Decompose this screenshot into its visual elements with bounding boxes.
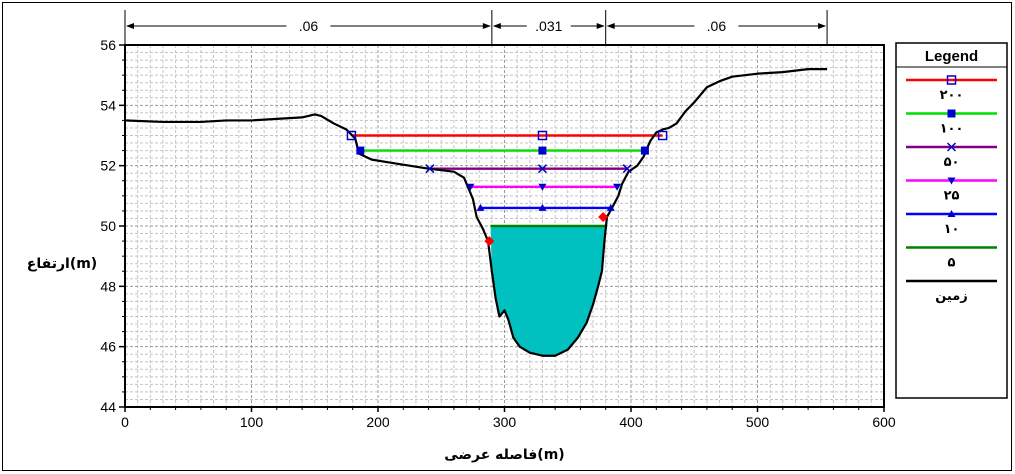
manning-label: .031	[535, 18, 562, 34]
level-marker	[640, 146, 649, 155]
level-marker	[622, 164, 632, 174]
x-tick-label: 200	[366, 414, 390, 430]
water-fill	[490, 226, 607, 356]
level-marker	[537, 130, 548, 141]
x-tick-label: 500	[746, 414, 770, 430]
legend-label: زمین	[935, 289, 968, 304]
x-tick-label: 100	[240, 414, 264, 430]
manning-arrow-head	[492, 23, 501, 29]
manning-arrow-head	[126, 23, 134, 29]
x-tick-label: 300	[493, 414, 517, 430]
legend-marker	[947, 177, 956, 185]
x-tick-label: 600	[872, 414, 896, 430]
level-markers	[346, 130, 668, 247]
manning-label: .06	[299, 18, 319, 34]
water-area	[490, 226, 607, 356]
y-tick-label: 48	[100, 278, 116, 294]
level-marker	[425, 164, 435, 174]
level-marker	[657, 130, 668, 141]
legend-title: Legend	[925, 48, 978, 65]
legend-label: ۲۰۰	[940, 88, 964, 103]
level-marker	[476, 203, 485, 211]
legend-label: ۲۵	[944, 189, 960, 204]
level-marker	[356, 146, 365, 155]
level-marker	[606, 203, 615, 211]
manning-arrow-head	[606, 23, 615, 29]
legend-marker	[946, 75, 957, 85]
x-axis-ticks: 0 100 200 300 400 500 600	[121, 407, 896, 430]
legend: Legend ۲۰۰ ۱۰۰ ۵۰ ۲۵ ۱۰ ۵ زمین	[895, 42, 1008, 399]
legend-label: ۵	[948, 256, 956, 271]
y-axis-label: ارتفاع(m)	[27, 256, 97, 272]
legend-label: ۱۰	[944, 222, 960, 237]
legend-marker	[947, 210, 956, 217]
level-marker	[466, 183, 475, 191]
level-marker	[537, 164, 547, 174]
manning-arrow-head	[596, 23, 605, 29]
red-diamond-marker	[484, 236, 495, 247]
level-marker	[346, 130, 357, 141]
y-axis-ticks: 44 46 48 50 52 54 56	[100, 37, 125, 415]
level-marker	[613, 183, 622, 191]
y-tick-label: 46	[100, 339, 116, 355]
manning-arrow-head	[818, 23, 827, 29]
manning-label: .06	[707, 18, 727, 34]
level-marker	[538, 183, 547, 191]
red-diamond-marker	[598, 211, 609, 222]
legend-label: ۱۰۰	[940, 122, 964, 137]
level-marker	[538, 203, 547, 211]
x-axis-label: فاصله عرضی(m)	[444, 447, 564, 463]
manning-arrow-head	[482, 23, 491, 29]
y-tick-label: 52	[100, 158, 116, 174]
level-marker	[538, 146, 547, 155]
y-tick-label: 54	[100, 97, 116, 113]
y-tick-label: 44	[100, 399, 116, 415]
legend-box	[895, 42, 1008, 399]
y-tick-label: 56	[100, 37, 116, 53]
y-tick-label: 50	[100, 218, 116, 234]
manning-labels: .06 .031 .06	[124, 10, 828, 45]
legend-marker	[947, 109, 956, 118]
legend-marker	[946, 142, 957, 152]
x-tick-label: 0	[121, 414, 129, 430]
x-tick-label: 400	[619, 414, 643, 430]
legend-label: ۵۰	[944, 155, 960, 170]
